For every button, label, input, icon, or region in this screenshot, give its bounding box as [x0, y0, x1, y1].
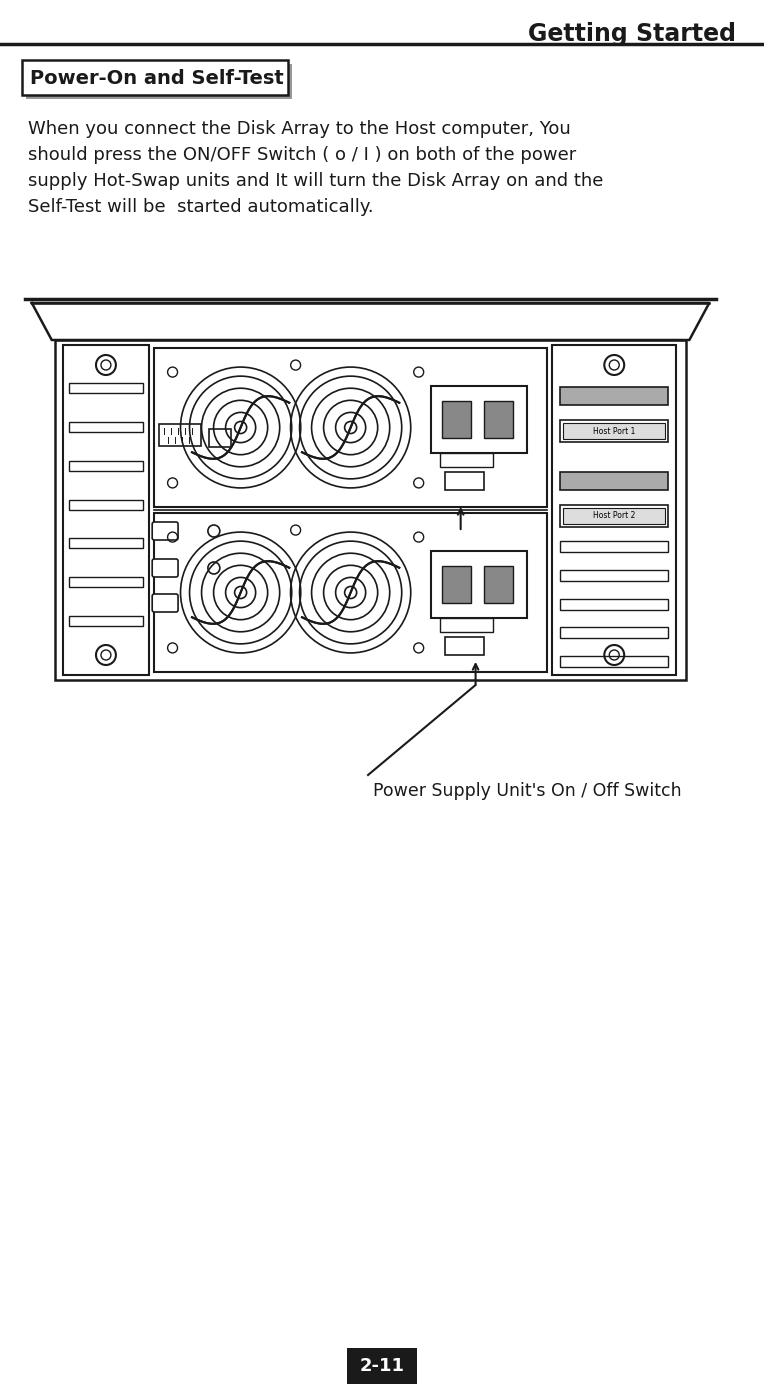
Circle shape [568, 396, 576, 403]
Bar [560, 627, 668, 638]
Text: Host Port 2: Host Port 2 [593, 512, 635, 520]
Bar [442, 566, 472, 602]
Bar [431, 551, 527, 618]
Bar [68, 421, 144, 431]
Bar [159, 424, 201, 447]
Bar [560, 541, 668, 552]
FancyBboxPatch shape [152, 559, 178, 577]
FancyBboxPatch shape [152, 594, 178, 612]
Bar [445, 472, 484, 490]
Bar [560, 598, 668, 609]
Bar [68, 538, 144, 548]
Bar [68, 499, 144, 509]
Bar [68, 460, 144, 470]
Text: Power Supply Unit's On / Off Switch: Power Supply Unit's On / Off Switch [373, 782, 682, 800]
Bar [484, 401, 513, 438]
Bar [22, 60, 289, 95]
Bar [68, 616, 144, 626]
Bar [563, 423, 666, 440]
Text: Self-Test will be  started automatically.: Self-Test will be started automatically. [28, 198, 373, 216]
Text: 2-11: 2-11 [359, 1358, 405, 1374]
Bar [560, 657, 668, 668]
Polygon shape [31, 303, 709, 339]
Bar [26, 64, 293, 99]
Bar [560, 570, 668, 581]
Bar [442, 401, 472, 438]
Bar [347, 1348, 417, 1384]
Text: supply Hot-Swap units and It will turn the Disk Array on and the: supply Hot-Swap units and It will turn t… [28, 172, 603, 191]
Bar [209, 428, 230, 447]
Bar [440, 452, 493, 466]
Bar [560, 387, 668, 405]
Bar [552, 345, 677, 675]
Bar [55, 339, 687, 680]
Bar [154, 513, 547, 672]
Text: Power-On and Self-Test: Power-On and Self-Test [30, 70, 283, 88]
Text: should press the ON/OFF Switch ( o / I ) on both of the power: should press the ON/OFF Switch ( o / I )… [28, 146, 576, 164]
Text: Getting Started: Getting Started [528, 22, 736, 46]
Bar [68, 577, 144, 587]
Text: Host Port 1: Host Port 1 [593, 427, 635, 435]
Bar [445, 637, 484, 655]
Bar [484, 566, 513, 602]
Bar [560, 472, 668, 490]
Bar [63, 345, 149, 675]
Bar [560, 420, 668, 442]
Bar [68, 383, 144, 394]
Bar [440, 618, 493, 632]
Bar [560, 505, 668, 527]
Bar [431, 387, 527, 453]
Bar [563, 508, 666, 524]
Text: When you connect the Disk Array to the Host computer, You: When you connect the Disk Array to the H… [28, 120, 571, 138]
Bar [154, 348, 547, 506]
FancyBboxPatch shape [152, 522, 178, 540]
